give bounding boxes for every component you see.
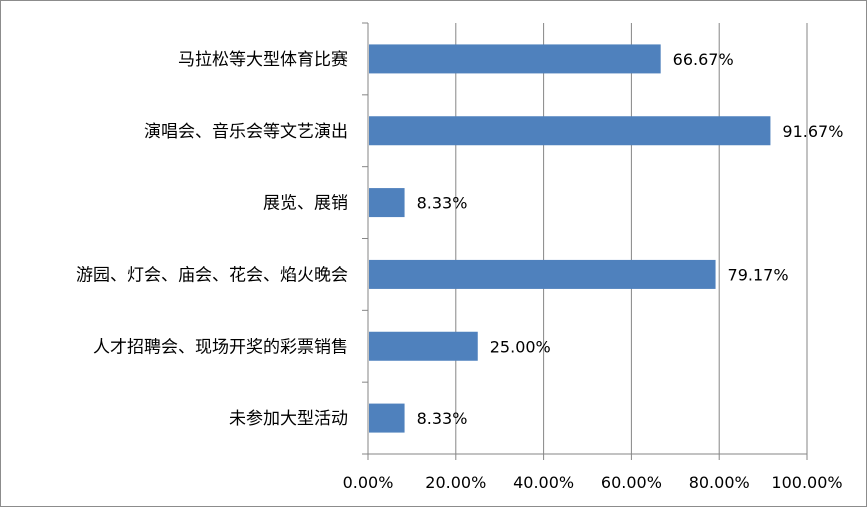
bar <box>369 44 661 74</box>
x-tick-label: 20.00% <box>425 473 486 492</box>
category-label: 演唱会、音乐会等文艺演出 <box>144 122 348 142</box>
category-label: 游园、灯会、庙会、花会、焰火晚会 <box>76 265 348 285</box>
value-label: 79.17% <box>728 265 789 284</box>
x-tick-label: 0.00% <box>343 473 394 492</box>
x-tick-label: 40.00% <box>513 473 574 492</box>
category-label: 展览、展销 <box>263 194 348 214</box>
bar <box>369 116 771 146</box>
category-label: 人才招聘会、现场开奖的彩票销售 <box>93 337 348 357</box>
bar <box>369 188 405 218</box>
value-label: 91.67% <box>782 122 843 141</box>
bar <box>369 331 478 361</box>
value-label: 8.33% <box>417 194 468 213</box>
x-tick-label: 80.00% <box>689 473 750 492</box>
value-label: 25.00% <box>490 337 551 356</box>
x-tick-label: 60.00% <box>601 473 662 492</box>
value-label: 8.33% <box>417 409 468 428</box>
category-label: 马拉松等大型体育比赛 <box>178 49 348 70</box>
category-label: 未参加大型活动 <box>229 409 348 429</box>
bar <box>369 259 716 289</box>
x-tick-label: 100.00% <box>771 473 842 492</box>
value-label: 66.67% <box>673 50 734 69</box>
bar <box>369 403 405 433</box>
